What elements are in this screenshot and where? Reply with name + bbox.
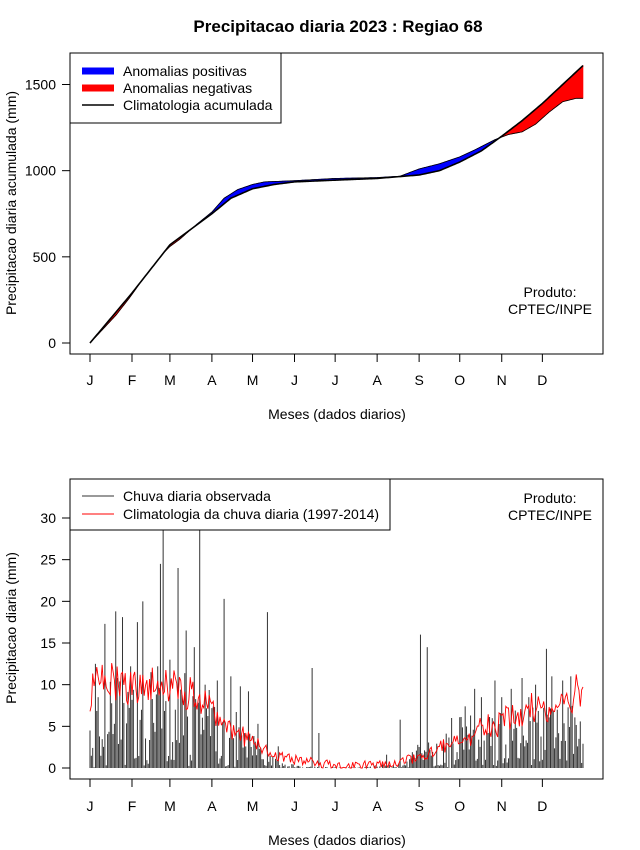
legend-label-climatology: Climatologia acumulada: [123, 97, 273, 113]
top-x-tick-label: D: [537, 372, 547, 388]
bottom-y-tick-label: 10: [40, 677, 56, 693]
bottom-y-tick-label: 5: [48, 718, 56, 734]
bottom-x-tick-label: J: [87, 798, 94, 814]
top-y-tick-label: 1500: [25, 77, 56, 93]
bottom-x-tick-label: J: [332, 798, 339, 814]
bottom-product-label: Produto:: [524, 490, 577, 506]
bottom-y-tick-label: 15: [40, 635, 56, 651]
bottom-x-tick-label: A: [207, 798, 217, 814]
top-x-tick-label: J: [332, 372, 339, 388]
top-y-axis-label: Precipitacao diaria acumulada (mm): [3, 91, 19, 315]
legend-label-positive: Anomalias positivas: [123, 63, 247, 79]
bottom-x-tick-label: O: [454, 798, 465, 814]
bottom-x-tick-label: F: [128, 798, 137, 814]
bottom-y-axis: 0 5 10 15 20 25 30: [40, 510, 70, 776]
bottom-x-tick-label: S: [414, 798, 423, 814]
top-y-tick-label: 0: [48, 335, 56, 351]
climatology-accumulated-line: [89, 64, 584, 344]
bottom-x-tick-label: J: [291, 798, 298, 814]
accumulated-chart: 0 500 1000 1500 J F M A M J J A S O N D Precipitacao d…: [3, 52, 604, 422]
top-y-tick-label: 500: [33, 249, 57, 265]
top-x-tick-label: A: [207, 372, 217, 388]
bottom-x-tick-label: D: [537, 798, 547, 814]
top-product-label: Produto:: [524, 284, 577, 300]
daily-climatology-line: [89, 663, 584, 770]
positive-anomaly-area: [142, 137, 500, 280]
top-x-tick-label: J: [291, 372, 298, 388]
bottom-x-tick-label: M: [247, 798, 259, 814]
top-x-tick-label: J: [87, 372, 94, 388]
daily-chart: 0 5 10 15 20 25 30 J F M A M J J A S O N D Precipitacao d…: [3, 478, 604, 848]
observed-daily-bars: [89, 530, 584, 768]
legend-label-observed: Chuva diaria observada: [123, 488, 271, 504]
bottom-x-tick-label: A: [372, 798, 382, 814]
bottom-x-tick-label: N: [497, 798, 507, 814]
legend-label-daily-climatology: Climatologia da chuva diaria (1997-2014): [123, 506, 379, 522]
bottom-x-axis-label: Meses (dados diarios): [268, 832, 406, 848]
bottom-product-source: CPTEC/INPE: [508, 507, 592, 523]
figure-title: Precipitacao diaria 2023 : Regiao 68: [193, 17, 482, 36]
top-product-source: CPTEC/INPE: [508, 301, 592, 317]
negative-anomaly-segment: [581, 64, 584, 99]
top-x-tick-label: O: [454, 372, 465, 388]
top-plot-frame: [69, 52, 604, 355]
top-x-tick-label: M: [164, 372, 176, 388]
top-x-tick-label: M: [247, 372, 259, 388]
top-legend: Anomalias positivas Anomalias negativas …: [69, 52, 282, 124]
bottom-legend-box: [69, 478, 391, 531]
bottom-y-tick-label: 25: [40, 552, 56, 568]
top-x-tick-label: S: [414, 372, 423, 388]
top-y-tick-label: 1000: [25, 163, 56, 179]
top-x-tick-label: A: [372, 372, 382, 388]
bottom-x-tick-label: M: [164, 798, 176, 814]
accumulated-lines: [89, 64, 584, 344]
daily-climatology-series: [89, 663, 584, 770]
bottom-y-axis-label: Precipitacao diaria (mm): [3, 552, 19, 704]
bottom-legend: Chuva diaria observada Climatologia da c…: [69, 478, 391, 531]
legend-label-negative: Anomalias negativas: [123, 80, 252, 96]
top-x-tick-label: F: [128, 372, 137, 388]
top-x-axis-label: Meses (dados diarios): [268, 406, 406, 422]
bottom-y-tick-label: 20: [40, 593, 56, 609]
top-y-axis: 0 500 1000 1500: [25, 77, 70, 351]
top-x-tick-label: N: [497, 372, 507, 388]
bottom-y-tick-label: 30: [40, 510, 56, 526]
bottom-y-tick-label: 0: [48, 760, 56, 776]
